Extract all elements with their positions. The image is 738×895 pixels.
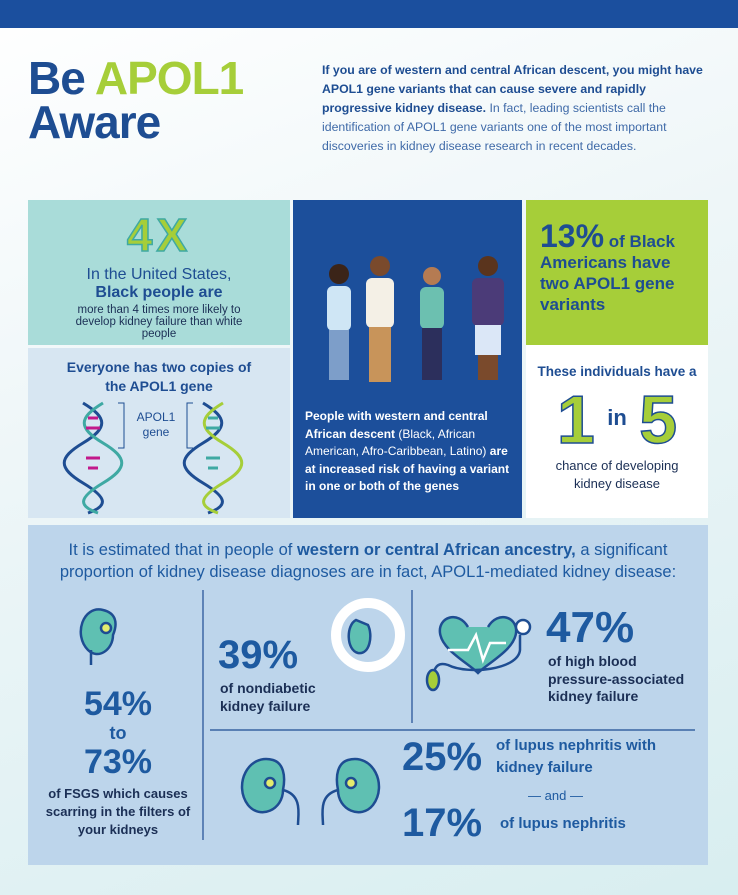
lupus-failure-stat: 25% xyxy=(402,735,483,779)
logo-word: APOL1 xyxy=(94,52,244,104)
logo-word: Be xyxy=(28,52,86,104)
odds-numerator: 1 xyxy=(556,382,595,458)
risk-panel: 4X In the United States, Black people ar… xyxy=(28,200,290,345)
nondiabetic-stat: 39% xyxy=(218,633,299,677)
copies-title: Everyone has two copies of the APOL1 gen… xyxy=(66,359,252,394)
odds-word: in xyxy=(607,405,627,430)
odds-intro: These individuals have a xyxy=(537,364,697,379)
descent-panel: People with western and central African … xyxy=(293,200,522,518)
fsgs-to: to xyxy=(109,723,127,743)
logo: Be APOL1 Aware xyxy=(28,55,244,145)
estimate-graphics xyxy=(79,590,695,840)
risk-line: Black people are xyxy=(95,284,223,301)
estimate-text: a significant proportion of kidney disea… xyxy=(59,541,677,581)
lupus-failure-label: of lupus nephritis with kidney failure xyxy=(496,737,656,776)
estimate-bold: western or central African ancestry, xyxy=(296,541,576,559)
odds-denominator: 5 xyxy=(638,382,678,458)
intro: If you are of western and central Africa… xyxy=(322,61,712,156)
prevalence-label: of Black Americans have two APOL1 gene v… xyxy=(540,232,675,314)
odds-outro: chance of developing kidney disease xyxy=(555,458,679,491)
descent-regular: (Black, African American, Afro-Caribbean… xyxy=(305,426,487,459)
descent-text: People with western and central African … xyxy=(305,408,513,496)
prevalence-text: 13% of Black Americans have two APOL1 ge… xyxy=(540,220,702,315)
risk-line: In the United States, xyxy=(86,266,232,283)
lupus-stat: 17% xyxy=(402,801,483,845)
lupus-label: of lupus nephritis xyxy=(500,815,626,832)
estimate-intro: It is estimated that in people of wester… xyxy=(38,539,698,583)
people-illustration xyxy=(327,256,504,382)
logo-word: Aware xyxy=(28,96,161,148)
fsgs-stat: 54% to 73% of FSGS which causes scarring… xyxy=(28,685,208,839)
fsgs-low: 54% xyxy=(83,685,153,723)
estimate-panel: It is estimated that in people of wester… xyxy=(28,525,708,865)
risk-big: 4X xyxy=(126,208,192,262)
hypertension-label: of high blood pressure-associated kidney… xyxy=(548,653,685,704)
descent-bold: are at increased risk of having a varian… xyxy=(305,444,510,493)
prevalence-panel: 13% of Black Americans have two APOL1 ge… xyxy=(526,200,708,345)
intro-bold: If you are of western and central Africa… xyxy=(322,63,703,115)
descent-bold: People with western and central African … xyxy=(305,409,488,441)
copies-panel: Everyone has two copies of the APOL1 gen… xyxy=(28,348,290,518)
estimate-text: It is estimated that in people of xyxy=(68,541,293,559)
prevalence-stat: 13% xyxy=(540,218,605,254)
gene-label: APOL1 gene xyxy=(136,410,176,439)
nondiabetic-label: of nondiabetic kidney failure xyxy=(220,680,316,714)
fsgs-label: of FSGS which causes scarring in the fil… xyxy=(45,786,191,837)
dna-illustration xyxy=(62,401,244,515)
hypertension-stat: 47% xyxy=(546,603,635,652)
odds-panel: These individuals have a 1 in 5 chance o… xyxy=(526,345,708,518)
odds-row: 1 in 5 xyxy=(526,381,708,458)
fsgs-high: 73% xyxy=(83,743,153,781)
risk-line: more than 4 times more likely to develop… xyxy=(75,304,243,340)
and-text: — and — xyxy=(528,788,583,803)
top-bar xyxy=(0,0,738,28)
intro-text: In fact, leading scientists call the ide… xyxy=(322,101,667,153)
